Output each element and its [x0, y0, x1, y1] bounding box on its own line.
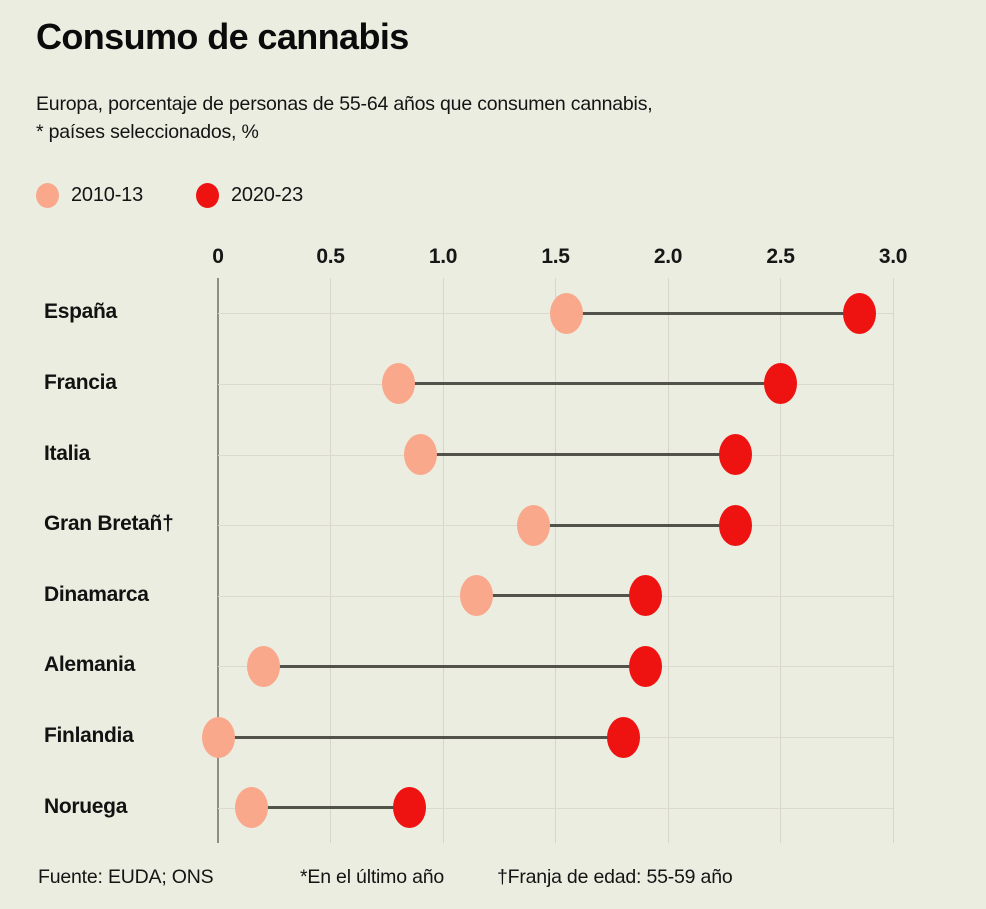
x-tick-label: 0.5 — [316, 245, 345, 268]
dumbbell-connector — [263, 664, 646, 668]
legend-label-2020-23: 2020-23 — [231, 184, 303, 206]
category-label: Francia — [44, 370, 117, 394]
category-label: Gran Bretañ† — [44, 512, 174, 536]
x-tick-label: 2.0 — [653, 245, 683, 268]
vertical-gridline — [442, 278, 444, 843]
dumbbell-connector — [251, 806, 410, 810]
vertical-gridline — [780, 278, 781, 843]
legend-label-2010-13: 2010-13 — [71, 184, 143, 206]
dot-2020-23 — [629, 575, 662, 617]
legend-item-2010-13: 2010-13 — [36, 183, 143, 208]
category-label: España — [44, 300, 117, 324]
subtitle-line-2: * países seleccionados, % — [36, 120, 259, 143]
legend: 2010-13 2020-23 — [36, 183, 303, 208]
dot-2010-13 — [235, 787, 269, 829]
x-tick-label: 1.5 — [541, 245, 570, 268]
asterisk-note: *En el último año — [300, 866, 445, 888]
category-label: Finlandia — [44, 724, 134, 748]
subtitle-line-1: Europa, porcentaje de personas de 55-64 … — [36, 93, 653, 115]
legend-item-2020-23: 2020-23 — [196, 183, 303, 208]
x-tick-label: 2.5 — [766, 245, 795, 268]
category-label: Italia — [44, 441, 91, 465]
dot-2020-23 — [764, 363, 797, 405]
dumbbell-connector — [420, 453, 736, 457]
dot-2010-13 — [460, 575, 494, 617]
dot-2020-23 — [719, 434, 752, 476]
page-title: Consumo de cannabis — [36, 16, 409, 57]
row-gridline — [218, 807, 893, 809]
dumbbell-connector — [476, 594, 646, 598]
dumbbell-connector — [218, 735, 623, 739]
source-note: Fuente: EUDA; ONS — [38, 866, 214, 888]
dumbbell-connector — [533, 523, 736, 527]
dagger-note: †Franja de edad: 55-59 año — [497, 866, 733, 888]
vertical-gridline — [555, 278, 556, 843]
vertical-gridline — [892, 278, 894, 843]
dot-2020-23 — [629, 645, 662, 687]
category-label: Noruega — [44, 794, 128, 818]
dumbbell-connector — [566, 311, 860, 315]
dot-2010-13 — [404, 434, 437, 476]
vertical-gridline — [667, 278, 669, 843]
x-tick-label: 1.0 — [428, 245, 458, 268]
category-label: Dinamarca — [44, 582, 149, 606]
category-label: Alemania — [44, 653, 135, 677]
red-dot-icon — [196, 183, 219, 208]
chart-subtitle: Europa, porcentaje de personas de 55-64 … — [36, 91, 653, 146]
zero-axis-line — [217, 278, 219, 843]
dot-2010-13 — [246, 645, 280, 687]
dumbbell-connector — [398, 382, 781, 386]
x-tick-label: 3.0 — [878, 245, 908, 268]
dot-2010-13 — [550, 292, 584, 334]
salmon-dot-icon — [36, 183, 59, 208]
vertical-gridline — [330, 278, 331, 843]
dot-2020-23 — [719, 504, 752, 546]
dot-2020-23 — [606, 716, 640, 758]
dot-2010-13 — [516, 504, 550, 546]
dot-2020-23 — [842, 292, 876, 334]
dot-2010-13 — [201, 716, 235, 758]
dot-2020-23 — [392, 787, 426, 829]
x-tick-label: 0 — [212, 245, 224, 268]
dot-2010-13 — [381, 363, 415, 405]
